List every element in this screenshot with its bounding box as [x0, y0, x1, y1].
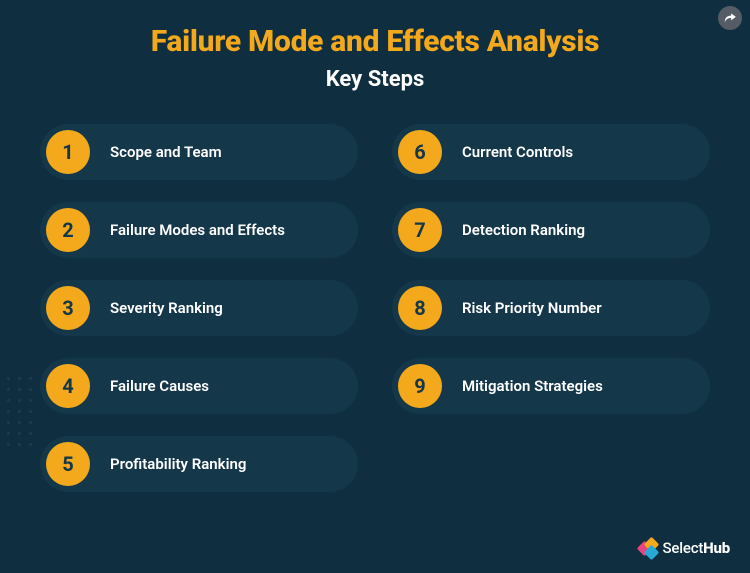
- step-number-circle: 4: [46, 364, 90, 408]
- step-7: 7 Detection Ranking: [392, 202, 710, 258]
- step-label: Risk Priority Number: [462, 299, 602, 317]
- brand-logo-text: SelectHub: [663, 539, 730, 557]
- step-number-circle: 5: [46, 442, 90, 486]
- step-label: Mitigation Strategies: [462, 377, 603, 395]
- subtitle: Key Steps: [40, 67, 710, 92]
- step-label: Detection Ranking: [462, 221, 585, 239]
- share-arrow-icon: [723, 11, 737, 25]
- infographic-container: Failure Mode and Effects Analysis Key St…: [0, 0, 750, 573]
- step-number-circle: 2: [46, 208, 90, 252]
- footer-brand-logo: SelectHub: [639, 539, 730, 557]
- step-label: Failure Modes and Effects: [110, 221, 285, 239]
- step-2: 2 Failure Modes and Effects: [40, 202, 358, 258]
- step-8: 8 Risk Priority Number: [392, 280, 710, 336]
- dot-pattern-decoration: [0, 370, 40, 450]
- step-number-circle: 8: [398, 286, 442, 330]
- main-title: Failure Mode and Effects Analysis: [40, 24, 710, 59]
- brand-logo-mark-icon: [639, 539, 659, 557]
- step-label: Severity Ranking: [110, 299, 223, 317]
- step-label: Scope and Team: [110, 143, 222, 161]
- step-number-circle: 1: [46, 130, 90, 174]
- step-label: Failure Causes: [110, 377, 209, 395]
- share-button[interactable]: [718, 6, 742, 30]
- step-label: Current Controls: [462, 143, 573, 161]
- step-number-circle: 7: [398, 208, 442, 252]
- step-6: 6 Current Controls: [392, 124, 710, 180]
- step-number-circle: 6: [398, 130, 442, 174]
- step-number-circle: 9: [398, 364, 442, 408]
- step-label: Profitability Ranking: [110, 455, 246, 473]
- step-number-circle: 3: [46, 286, 90, 330]
- step-4: 4 Failure Causes: [40, 358, 358, 414]
- step-3: 3 Severity Ranking: [40, 280, 358, 336]
- step-1: 1 Scope and Team: [40, 124, 358, 180]
- step-5: 5 Profitability Ranking: [40, 436, 358, 492]
- step-9: 9 Mitigation Strategies: [392, 358, 710, 414]
- steps-grid: 1 Scope and Team 6 Current Controls 2 Fa…: [40, 124, 710, 492]
